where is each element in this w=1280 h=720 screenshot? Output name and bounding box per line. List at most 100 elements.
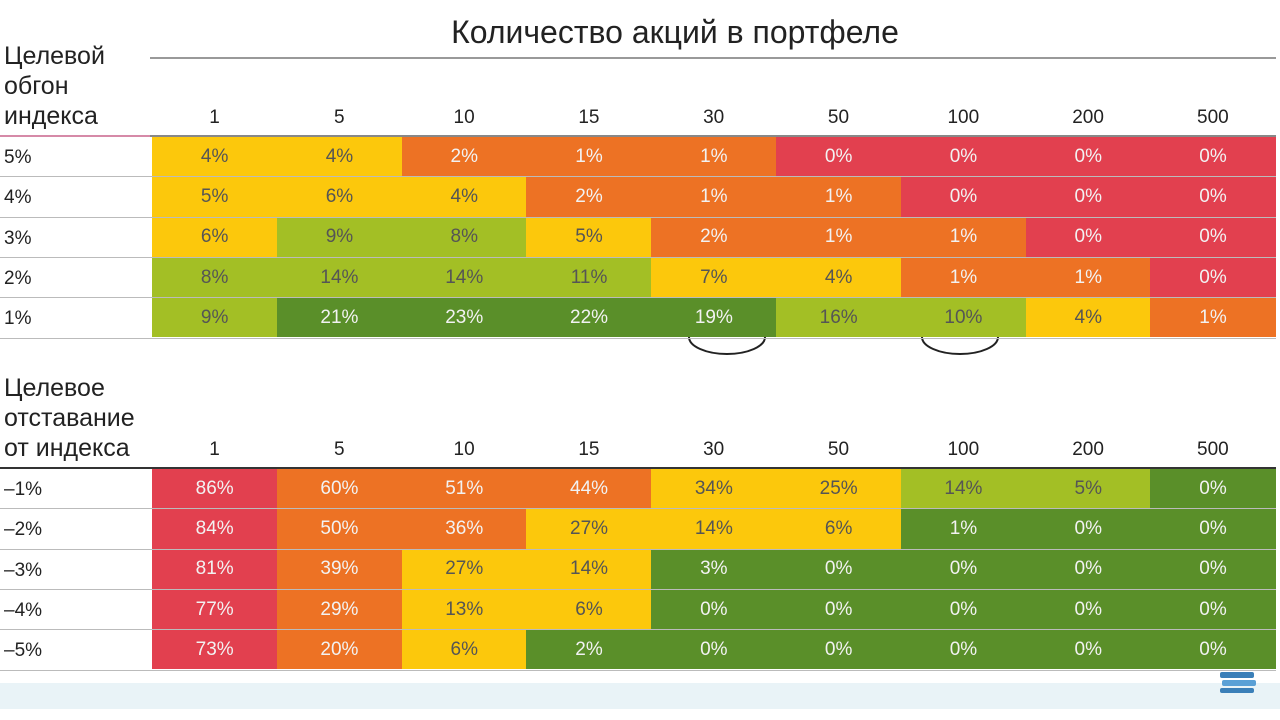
cell: 27% [526, 509, 652, 549]
row-label: –4% [4, 599, 43, 621]
row-separator [0, 297, 1276, 299]
cell: 2% [526, 630, 652, 670]
cell: 0% [1150, 549, 1276, 589]
column-header: 30 [703, 107, 725, 128]
cell: 39% [276, 549, 403, 589]
cell: 0% [900, 589, 1027, 630]
cell: 4% [152, 137, 278, 177]
column-header: 500 [1197, 107, 1229, 128]
column-header: 5 [334, 439, 345, 460]
row-separator [0, 176, 1276, 178]
row-label: –1% [4, 479, 43, 500]
row-label: –5% [4, 640, 43, 662]
cell: 0% [1150, 217, 1276, 257]
cell: 77% [152, 589, 278, 630]
cell: 0% [1150, 469, 1276, 509]
cell: 25% [776, 469, 902, 509]
row-label: 1% [4, 308, 32, 330]
column-header: 1 [209, 439, 220, 460]
cell: 0% [1150, 177, 1276, 217]
cell: 2% [401, 137, 527, 177]
column-header: 100 [947, 107, 980, 128]
cell: 1% [526, 137, 652, 177]
row-label: 5% [4, 147, 32, 168]
cell: 0% [1150, 509, 1276, 549]
header-rule [150, 135, 1276, 137]
cell: 14% [526, 549, 652, 589]
cell: 86% [152, 469, 278, 509]
cell: 10% [900, 298, 1027, 338]
cell: 14% [900, 469, 1027, 509]
cell: 6% [276, 177, 403, 217]
cell: 0% [776, 589, 902, 630]
cell: 2% [526, 177, 652, 217]
cell: 1% [776, 217, 902, 257]
row-separator [0, 508, 1276, 510]
cell: 1% [900, 217, 1027, 257]
cell: 21% [276, 298, 403, 338]
cell: 0% [1150, 257, 1276, 298]
icon [1220, 672, 1256, 693]
column-header: 30 [703, 439, 725, 460]
cell: 44% [526, 469, 652, 509]
column-header: 10 [453, 107, 475, 128]
cell: 3% [651, 549, 777, 589]
cell: 2% [651, 217, 777, 257]
column-header: 50 [827, 439, 850, 460]
row-label: –2% [4, 519, 43, 541]
cell: 60% [276, 469, 403, 509]
column-header: 10 [453, 439, 475, 460]
cell: 1% [900, 257, 1027, 298]
cell: 0% [900, 630, 1027, 670]
cell: 4% [276, 137, 403, 177]
cell: 0% [776, 137, 902, 177]
cell: 0% [1150, 137, 1276, 177]
header-label: Целевое [4, 374, 105, 402]
row-label: –3% [4, 559, 43, 581]
cell: 7% [651, 257, 777, 298]
header-label: отставание [4, 404, 135, 432]
header-rule [0, 467, 1276, 469]
cell: 34% [651, 469, 777, 509]
cell: 0% [1025, 549, 1151, 589]
bottom-strip [0, 683, 1280, 709]
cell: 6% [526, 589, 652, 630]
cell: 1% [900, 509, 1027, 549]
cell: 9% [276, 217, 403, 257]
cell: 1% [651, 137, 777, 177]
cell: 0% [900, 549, 1027, 589]
cell: 0% [776, 549, 902, 589]
cell: 0% [1025, 589, 1151, 630]
cell: 29% [276, 589, 403, 630]
row-separator [0, 588, 1276, 590]
cell: 14% [276, 257, 403, 298]
cell: 1% [1150, 298, 1276, 338]
cell: 1% [1025, 257, 1151, 298]
cell: 50% [276, 509, 403, 549]
column-header: 15 [578, 107, 600, 128]
row-separator [0, 216, 1276, 218]
cell: 0% [900, 177, 1027, 217]
cell: 14% [401, 257, 527, 298]
row-separator [0, 629, 1276, 631]
column-header: 1 [209, 107, 220, 128]
cell: 14% [651, 509, 777, 549]
title-rule [150, 57, 1276, 59]
cell: 13% [401, 589, 527, 630]
cell: 6% [776, 509, 902, 549]
cell: 51% [401, 469, 527, 509]
cell: 8% [152, 257, 278, 298]
cell: 5% [526, 217, 652, 257]
cell: 5% [152, 177, 278, 217]
header-label: обгон [4, 72, 69, 100]
header-label: индекса [4, 102, 98, 130]
row-separator [0, 669, 1276, 671]
row-label: 4% [4, 187, 32, 209]
column-header: 15 [578, 439, 600, 460]
row-separator [0, 548, 1276, 550]
header-label: Целевой [4, 42, 105, 70]
column-header: 500 [1197, 439, 1229, 460]
title: Количество акций в портфеле [451, 14, 899, 50]
cell: 0% [651, 630, 777, 670]
